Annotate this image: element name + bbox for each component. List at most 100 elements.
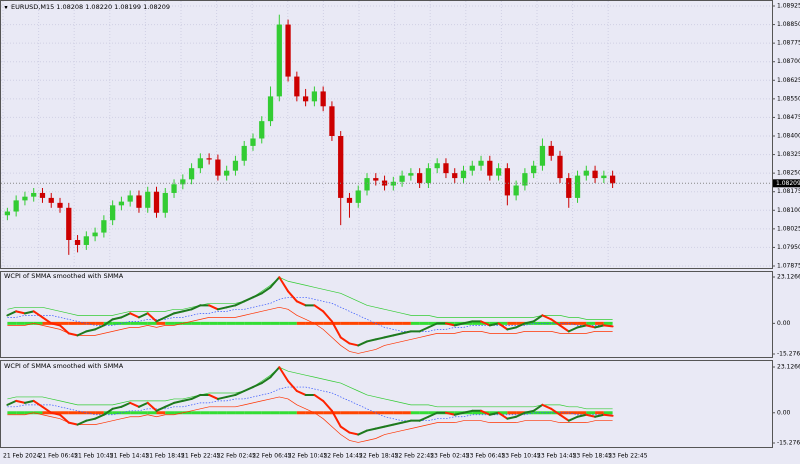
wcpi-segment	[50, 322, 62, 327]
candle-body	[13, 200, 19, 212]
candle-body	[320, 91, 326, 107]
wcpi-segment	[85, 417, 97, 422]
candle-body	[469, 165, 475, 171]
wcpi-segment	[462, 320, 474, 325]
wcpi-segment	[67, 421, 79, 426]
candle-body	[495, 168, 502, 176]
candle-body	[609, 175, 616, 184]
chart-title: EURUSD,M15 1.08208 1.08220 1.08199 1.082…	[11, 3, 170, 11]
signal-line	[7, 386, 613, 422]
candle-body	[583, 170, 589, 176]
candle-body	[522, 173, 528, 186]
wcpi-segment	[576, 324, 588, 329]
wcpi-segment	[295, 389, 307, 396]
candle-body	[601, 175, 607, 179]
y-tick-label: 0.00	[777, 320, 791, 327]
wcpi-segment	[515, 411, 526, 418]
wcpi-segment	[155, 405, 167, 412]
wcpi-segment	[532, 403, 544, 412]
wcpi-segment	[164, 312, 176, 319]
y-tick-label: 1.08100	[777, 207, 800, 214]
wcpi-segment	[418, 326, 430, 333]
wcpi-segment	[532, 314, 544, 323]
wcpi-segment	[541, 403, 553, 410]
wcpi-segment	[383, 423, 395, 428]
dropdown-icon[interactable]	[4, 6, 8, 9]
wcpi-segment	[348, 342, 360, 347]
wcpi-segment	[585, 413, 597, 418]
candle-body	[548, 145, 554, 156]
candle-body	[153, 191, 160, 213]
y-tick-label: 1.08850	[777, 21, 800, 28]
lower-band	[7, 306, 613, 354]
wcpi-segment	[427, 322, 439, 329]
candle-body	[390, 181, 396, 186]
candle-body	[92, 232, 98, 237]
candle-body	[241, 145, 247, 161]
candle-body	[206, 158, 212, 160]
wcpi-segment	[339, 336, 351, 345]
candle-body	[224, 170, 230, 176]
wcpi-segment	[488, 322, 500, 327]
wcpi-segment	[164, 401, 176, 408]
wcpi-segment	[32, 399, 44, 408]
wcpi-segment	[15, 310, 26, 315]
candle-body	[408, 173, 414, 176]
y-tick-label: 1.08700	[777, 58, 800, 65]
wcpi-segment	[23, 310, 35, 315]
wcpi-segment	[208, 304, 219, 311]
x-tick-label: 22 Feb 14:45	[323, 453, 363, 460]
x-tick-label: 22 Feb 02:45	[217, 453, 257, 460]
x-tick-label: 23 Feb 14:45	[537, 453, 577, 460]
wcpi-segment	[137, 401, 149, 408]
candle-body	[574, 175, 581, 198]
wcpi-segment	[366, 338, 377, 343]
indicator-panel-frame	[0, 360, 773, 448]
wcpi-segment	[216, 306, 228, 311]
wcpi-segment	[401, 419, 412, 424]
wcpi-segment	[111, 316, 123, 321]
lower-band	[7, 396, 613, 443]
wcpi-segment	[602, 324, 614, 328]
candle-body	[171, 184, 177, 193]
indicator-panel-frame	[0, 271, 773, 358]
wcpi-segment	[269, 366, 281, 379]
wcpi-segment	[330, 320, 342, 339]
wcpi-segment	[392, 421, 404, 426]
wcpi-segment	[462, 409, 474, 414]
y-tick-label: -15.2768	[777, 440, 800, 447]
wcpi-segment	[322, 310, 333, 323]
y-tick-label: 1.08175	[777, 188, 800, 195]
wcpi-segment	[76, 330, 88, 337]
wcpi-segment	[32, 310, 44, 319]
wcpi-segment	[313, 304, 325, 313]
candle-body	[302, 96, 309, 102]
candle-body	[162, 192, 168, 213]
candle-body	[513, 185, 519, 196]
candle-body	[180, 179, 186, 185]
candle-body	[197, 158, 203, 169]
x-tick-label: 23 Feb 10:45	[501, 453, 541, 460]
indicator-title: WCPI of SMMA smoothed with SMMA	[4, 362, 124, 370]
x-tick-label: 21 Feb 22:45	[181, 453, 221, 460]
wcpi-segment	[111, 405, 123, 410]
x-tick-label: 23 Feb 02:45	[430, 453, 470, 460]
wcpi-segment	[155, 316, 167, 323]
candle-body	[57, 202, 63, 208]
candle-body	[66, 207, 72, 240]
wcpi-segment	[216, 395, 228, 400]
wcpi-segment	[488, 411, 500, 416]
wcpi-segment	[480, 320, 491, 327]
wcpi-segment	[173, 399, 184, 404]
wcpi-segment	[576, 413, 588, 418]
y-tick-label: 1.08625	[777, 77, 800, 84]
y-tick-label: 1.08475	[777, 114, 800, 121]
wcpi-segment	[208, 393, 219, 400]
wcpi-segment	[515, 322, 526, 329]
candle-body	[145, 191, 151, 208]
wcpi-segment	[550, 318, 561, 327]
wcpi-segment	[41, 316, 53, 325]
wcpi-segment	[85, 328, 97, 333]
wcpi-segment	[260, 286, 272, 295]
